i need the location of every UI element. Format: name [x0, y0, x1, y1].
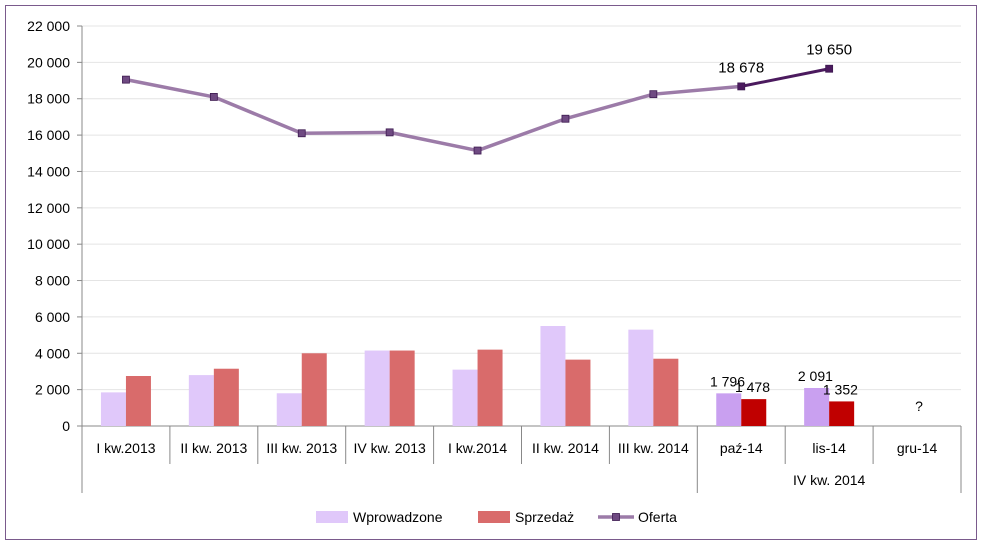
point-oferta-ii-kw-2013: [209, 93, 218, 101]
x-tick-label-i-kw-2013: I kw.2013: [96, 440, 155, 456]
legend: Wprowadzone Sprzedaż Oferta: [316, 509, 677, 525]
data-label-wprowadzone-pa-14: 1 796: [710, 373, 745, 389]
point-oferta-ii-kw-2014: [561, 114, 570, 123]
data-label-sprzeda-lis-14: 1 352: [823, 381, 858, 397]
point-oferta-iii-kw-2014: [649, 90, 658, 99]
chart: 0 2 000 4 000 6 000 8 000 10 000 12 000 14 000 1…: [27, 18, 962, 525]
chart-frame: 0 2 000 4 000 6 000 8 000 10 000 12 000 14 000 1…: [5, 5, 977, 540]
legend-label-sprzeda: Sprzedaż: [515, 509, 574, 525]
bar-sprzeda-ii-kw-2014: [565, 359, 591, 426]
oferta-line: [122, 64, 834, 155]
grid-lines: [82, 25, 961, 391]
x-tick-label-iv-kw-2013: IV kw. 2013: [353, 440, 426, 456]
y-tick-label: 16 000: [27, 127, 70, 143]
x-tick-label-iii-kw-2014: III kw. 2014: [618, 440, 689, 456]
x-tick-label-pa-14: paź-14: [720, 440, 763, 456]
bar-sprzeda-iii-kw-2013: [301, 353, 327, 426]
point-oferta-iv-kw-2013: [385, 128, 394, 137]
bar-wprowadzone-ii-kw-2013: [188, 375, 214, 426]
bar-wprowadzone-iii-kw-2013: [276, 393, 302, 426]
y-tick-label: 10 000: [27, 236, 70, 252]
series-line-oferta: [125, 77, 742, 153]
bar-sprzeda-pa-14: [741, 399, 767, 426]
y-tick-label: 20 000: [27, 54, 70, 70]
point-oferta-iii-kw-2013: [297, 129, 306, 138]
bar-wprowadzone-i-kw-2014: [452, 369, 478, 426]
y-tick-label: 2 000: [35, 382, 70, 398]
axes: 0 2 000 4 000 6 000 8 000 10 000 12 000 14 000 1…: [27, 18, 962, 493]
y-tick-label: 4 000: [35, 345, 70, 361]
bar-wprowadzone-iv-kw-2013: [364, 350, 390, 426]
bar-sprzeda-i-kw-2014: [477, 349, 503, 426]
point-oferta-i-kw-2014: [473, 146, 482, 155]
data-label-oferta-lis-14: 19 650: [806, 42, 852, 59]
bar-sprzeda-lis-14: [829, 401, 855, 426]
bar-wprowadzone-pa-14: [716, 393, 742, 426]
y-tick-label: 12 000: [27, 200, 70, 216]
group-label: IV kw. 2014: [793, 472, 866, 488]
missing-value-label: ?: [915, 398, 923, 414]
point-oferta-lis-14: [825, 64, 834, 73]
data-label-sprzeda-pa-14: 1 478: [735, 379, 770, 395]
bar-wprowadzone-lis-14: [804, 387, 830, 426]
y-tick-label: 18 000: [27, 91, 70, 107]
bar-wprowadzone-ii-kw-2014: [540, 326, 566, 426]
y-tick-label: 14 000: [27, 163, 70, 179]
legend-swatch-wprowadzone: [316, 511, 348, 523]
legend-label-oferta: Oferta: [638, 509, 677, 525]
x-tick-label-gru-14: gru-14: [897, 440, 938, 456]
bar-sprzeda-ii-kw-2013: [213, 368, 239, 426]
x-tick-label-lis-14: lis-14: [812, 440, 846, 456]
bars: [100, 326, 855, 426]
bar-wprowadzone-i-kw-2013: [100, 392, 126, 426]
legend-swatch-sprzeda: [478, 511, 510, 523]
legend-label-wprowadzone: Wprowadzone: [353, 509, 443, 525]
point-oferta-pa-14: [737, 82, 746, 91]
x-tick-label-ii-kw-2014: II kw. 2014: [532, 440, 599, 456]
legend-marker-oferta: [612, 513, 620, 521]
data-label-oferta-pa-14: 18 678: [718, 59, 764, 76]
bar-wprowadzone-iii-kw-2014: [628, 329, 654, 426]
bar-sprzeda-iii-kw-2014: [653, 358, 679, 426]
y-tick-label: 22 000: [27, 18, 70, 34]
x-tick-label-ii-kw-2013: II kw. 2013: [180, 440, 247, 456]
y-tick-label: 0: [62, 418, 70, 434]
x-tick-label-iii-kw-2013: III kw. 2013: [266, 440, 337, 456]
bar-sprzeda-iv-kw-2013: [389, 350, 415, 426]
series-line-oferta-highlight: [740, 67, 830, 88]
data-labels: 1 796 2 091 1 478 1 352? 18 678 19 650: [710, 42, 923, 414]
x-tick-label-i-kw-2014: I kw.2014: [448, 440, 507, 456]
data-label-wprowadzone-lis-14: 2 091: [798, 368, 833, 384]
point-oferta-i-kw-2013: [122, 75, 130, 84]
bar-sprzeda-i-kw-2013: [125, 376, 151, 426]
y-tick-label: 6 000: [35, 309, 70, 325]
y-tick-label: 8 000: [35, 273, 70, 289]
